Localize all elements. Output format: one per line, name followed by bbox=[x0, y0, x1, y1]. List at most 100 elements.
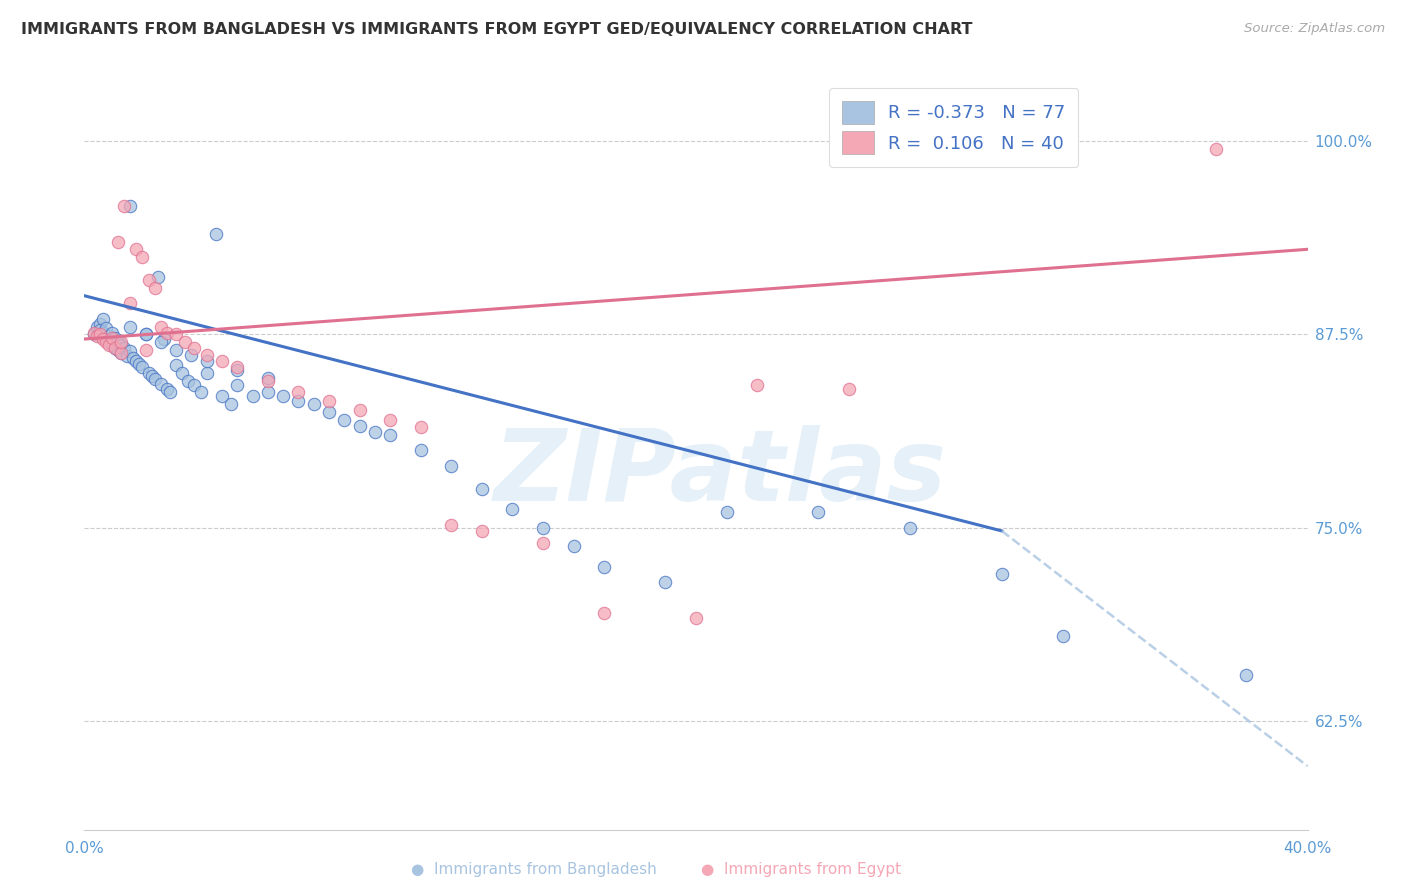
Point bbox=[94, 321, 117, 335]
Point bbox=[149, 319, 172, 334]
Point bbox=[257, 370, 280, 384]
Point bbox=[97, 334, 120, 348]
Point bbox=[141, 369, 163, 384]
Point bbox=[257, 384, 280, 399]
Point bbox=[205, 227, 228, 241]
Point bbox=[409, 420, 432, 434]
Point bbox=[685, 610, 707, 624]
Point bbox=[195, 366, 218, 380]
Point bbox=[211, 353, 233, 368]
Point bbox=[101, 330, 124, 344]
Point bbox=[94, 335, 117, 350]
Point bbox=[120, 344, 142, 359]
Point bbox=[747, 378, 769, 392]
Point bbox=[807, 505, 830, 519]
Point bbox=[101, 326, 124, 340]
Point bbox=[131, 359, 153, 374]
Point bbox=[107, 343, 129, 357]
Point bbox=[91, 332, 114, 346]
Point bbox=[143, 281, 166, 295]
Point bbox=[165, 359, 187, 373]
Text: ZIPatlas: ZIPatlas bbox=[494, 425, 948, 522]
Point bbox=[159, 384, 181, 399]
Point bbox=[471, 524, 494, 538]
Point bbox=[380, 428, 402, 442]
Point bbox=[364, 425, 387, 439]
Point bbox=[318, 405, 340, 419]
Point bbox=[143, 372, 166, 386]
Point bbox=[112, 199, 135, 213]
Point bbox=[101, 338, 124, 352]
Point bbox=[1236, 668, 1258, 682]
Point bbox=[149, 335, 172, 350]
Point bbox=[174, 335, 197, 350]
Point bbox=[110, 346, 132, 360]
Point bbox=[83, 327, 105, 342]
Point bbox=[107, 235, 129, 249]
Point bbox=[380, 412, 402, 426]
Point bbox=[138, 273, 160, 287]
Point bbox=[838, 382, 860, 396]
Point bbox=[115, 349, 138, 363]
Point bbox=[190, 384, 212, 399]
Point bbox=[287, 384, 309, 399]
Point bbox=[183, 378, 205, 392]
Point bbox=[120, 199, 142, 213]
Point bbox=[112, 342, 135, 356]
Point bbox=[110, 346, 132, 360]
Point bbox=[104, 330, 127, 344]
Point bbox=[349, 418, 371, 433]
Point bbox=[440, 517, 463, 532]
Point bbox=[120, 296, 142, 310]
Point bbox=[593, 606, 616, 620]
Point bbox=[716, 505, 738, 519]
Point bbox=[195, 347, 218, 361]
Point bbox=[107, 334, 129, 348]
Point bbox=[349, 403, 371, 417]
Point bbox=[991, 567, 1014, 582]
Point bbox=[135, 343, 157, 357]
Point bbox=[531, 536, 554, 550]
Point bbox=[149, 376, 172, 391]
Point bbox=[333, 412, 356, 426]
Point bbox=[242, 389, 264, 403]
Point bbox=[83, 326, 105, 340]
Point bbox=[471, 482, 494, 496]
Point bbox=[593, 559, 616, 574]
Point bbox=[104, 342, 127, 356]
Point bbox=[104, 342, 127, 356]
Point bbox=[302, 397, 325, 411]
Text: IMMIGRANTS FROM BANGLADESH VS IMMIGRANTS FROM EGYPT GED/EQUIVALENCY CORRELATION : IMMIGRANTS FROM BANGLADESH VS IMMIGRANTS… bbox=[21, 22, 973, 37]
Point bbox=[271, 389, 294, 403]
Point bbox=[91, 326, 114, 340]
Point bbox=[89, 323, 111, 337]
Text: Source: ZipAtlas.com: Source: ZipAtlas.com bbox=[1244, 22, 1385, 36]
Point bbox=[1052, 629, 1074, 643]
Point bbox=[165, 343, 187, 357]
Point bbox=[135, 327, 157, 342]
Point bbox=[122, 351, 145, 365]
Point bbox=[97, 329, 120, 343]
Point bbox=[128, 357, 150, 371]
Point bbox=[131, 250, 153, 264]
Point bbox=[180, 347, 202, 361]
Point bbox=[97, 338, 120, 352]
Point bbox=[226, 378, 249, 392]
Point bbox=[110, 335, 132, 350]
Point bbox=[94, 332, 117, 346]
Point bbox=[195, 353, 218, 368]
Point bbox=[86, 319, 108, 334]
Point bbox=[91, 312, 114, 326]
Point bbox=[89, 327, 111, 342]
Point bbox=[172, 366, 194, 380]
Point bbox=[318, 393, 340, 408]
Point bbox=[211, 389, 233, 403]
Point bbox=[440, 458, 463, 473]
Point bbox=[86, 329, 108, 343]
Point bbox=[146, 270, 169, 285]
Point bbox=[183, 342, 205, 356]
Point bbox=[562, 540, 585, 554]
Point bbox=[165, 327, 187, 342]
Point bbox=[89, 317, 111, 331]
Point bbox=[125, 242, 148, 256]
